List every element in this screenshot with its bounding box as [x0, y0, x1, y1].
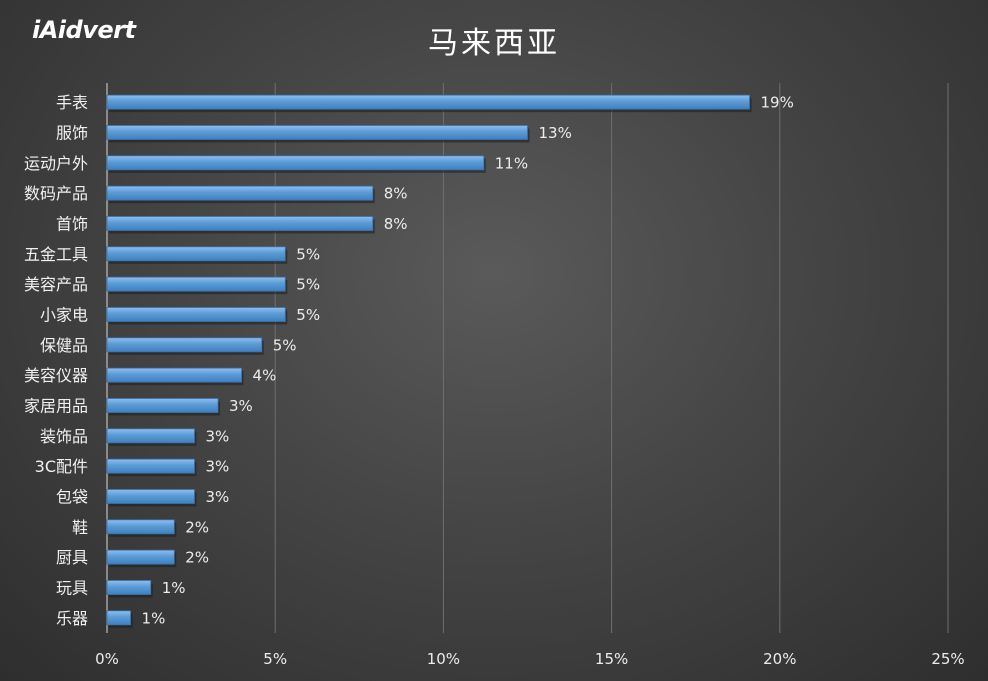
data-label: 3%: [205, 427, 229, 445]
category-label: 装饰品: [40, 427, 88, 446]
data-label: 5%: [273, 336, 297, 354]
data-label: 5%: [296, 245, 320, 263]
data-label: 3%: [205, 458, 229, 476]
data-label: 3%: [205, 488, 229, 506]
data-label: 2%: [185, 518, 209, 536]
bar: [106, 125, 528, 140]
category-label: 首饰: [56, 215, 88, 234]
bar: [106, 276, 286, 292]
data-label: 3%: [229, 397, 253, 415]
category-label: 五金工具: [24, 245, 88, 264]
data-label: 13%: [539, 124, 572, 142]
x-tick-label: 15%: [595, 650, 628, 668]
data-label: 8%: [384, 215, 408, 233]
gridlines: [106, 83, 949, 633]
category-label: 包袋: [56, 488, 88, 507]
data-label: 8%: [384, 185, 408, 203]
category-label: 小家电: [40, 306, 88, 325]
x-tick-label: 10%: [427, 650, 460, 668]
data-label: 1%: [162, 579, 186, 597]
category-label: 3C配件: [35, 457, 88, 476]
x-tick-label: 0%: [95, 650, 119, 668]
bar: [106, 94, 750, 110]
labels: 0% 5% 10% 15% 20% 25% 手表 19% 服饰 13% 运动户外 11% 数码产品 8% 首…: [24, 93, 965, 668]
bar: [106, 610, 131, 626]
data-label: 1%: [142, 609, 166, 627]
bar: [106, 489, 195, 504]
data-label: 19%: [761, 94, 794, 112]
data-label: 2%: [185, 549, 209, 567]
data-label: 5%: [296, 306, 320, 324]
bar: [106, 155, 485, 171]
data-label: 11%: [495, 154, 528, 172]
bar: [106, 216, 374, 231]
category-label: 厨具: [56, 548, 88, 567]
category-label: 手表: [56, 93, 88, 112]
category-label: 运动户外: [24, 154, 88, 173]
bar: [106, 367, 242, 383]
bar: [106, 337, 263, 353]
category-label: 服饰: [56, 124, 88, 143]
category-label: 家居用品: [24, 397, 88, 416]
category-label: 乐器: [56, 609, 88, 628]
chart-title: 马来西亚: [428, 26, 560, 61]
bar: [106, 246, 286, 262]
bar: [106, 398, 219, 413]
data-label: 5%: [296, 276, 320, 294]
x-tick-label: 25%: [931, 650, 964, 668]
category-label: 鞋: [72, 518, 88, 537]
data-label: 4%: [253, 367, 277, 385]
x-tick-label: 5%: [263, 650, 287, 668]
bar: [106, 458, 195, 474]
category-label: 玩具: [56, 579, 88, 598]
category-label: 保健品: [40, 336, 88, 355]
bar: [106, 549, 175, 565]
aidvert-logo: iAidvert: [32, 16, 136, 44]
category-label: 美容仪器: [24, 366, 88, 385]
bars: [106, 94, 752, 628]
bar: [106, 519, 175, 535]
bar: [106, 428, 195, 444]
bar: [106, 307, 286, 322]
category-label: 数码产品: [24, 184, 88, 203]
bar: [106, 580, 152, 595]
bar: [106, 185, 374, 201]
category-label: 美容产品: [24, 275, 88, 294]
x-tick-label: 20%: [763, 650, 796, 668]
